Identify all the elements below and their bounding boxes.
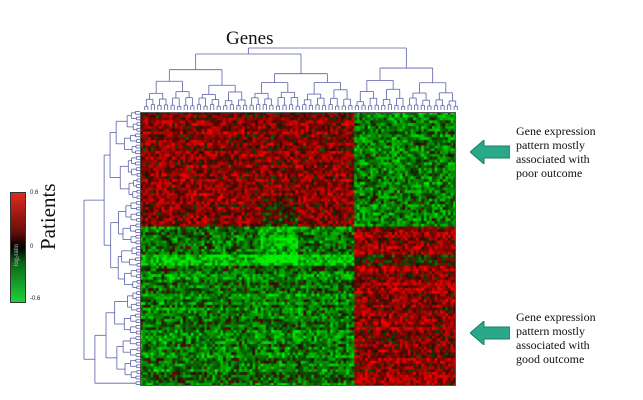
- annotation-line: poor outcome: [516, 166, 583, 180]
- colorbar: [10, 192, 26, 303]
- colorbar-min-tick: -0.6: [30, 296, 41, 302]
- arrow-left-icon: [470, 321, 510, 345]
- colorbar-label: log₂ratio: [14, 243, 20, 266]
- colorbar-max-tick: 0.6: [30, 190, 39, 196]
- patient-dendrogram: [83, 111, 140, 385]
- annotation-line: Gene expression: [516, 310, 596, 324]
- annotation-line: good outcome: [516, 352, 585, 366]
- gene-dendrogram: [144, 47, 458, 110]
- y-axis-label: Patients: [36, 183, 60, 251]
- arrow-left-icon: [470, 140, 510, 164]
- annotation-line: associated with: [516, 152, 590, 166]
- annotation-line: pattern mostly: [516, 324, 585, 338]
- x-axis-label: Genes: [226, 28, 274, 49]
- annotation-poor-outcome: Gene expression pattern mostly associate…: [516, 124, 643, 180]
- colorbar-mid-tick: 0: [30, 244, 34, 250]
- heatmap-cells: [140, 112, 456, 386]
- annotation-good-outcome: Gene expression pattern mostly associate…: [516, 310, 643, 366]
- annotation-line: pattern mostly: [516, 138, 585, 152]
- annotation-line: associated with: [516, 338, 590, 352]
- annotation-line: Gene expression: [516, 124, 596, 138]
